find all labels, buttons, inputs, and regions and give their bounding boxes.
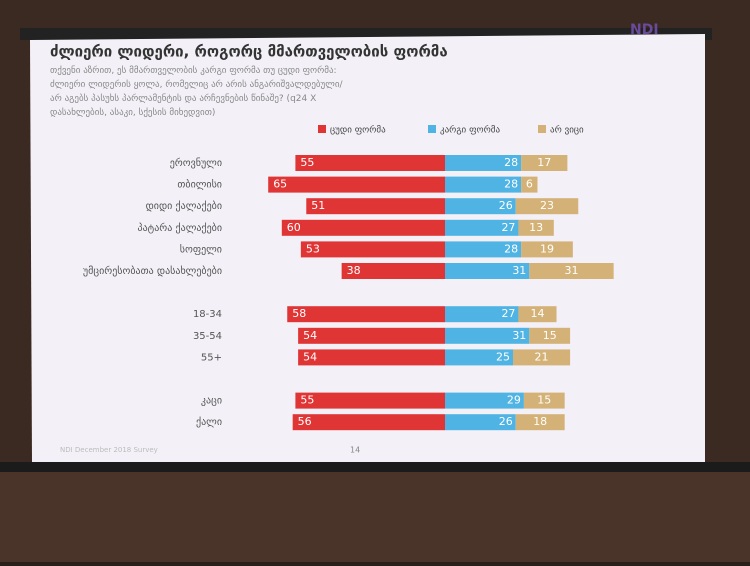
bar [513,349,571,366]
value-label: 54 [303,350,317,363]
value-label: 25 [496,350,510,363]
value-label: 31 [564,264,578,277]
value-label: 31 [512,264,526,277]
bar [515,414,565,431]
bar [518,219,554,236]
category-label: უმცირესობათა დასახლებები [83,265,222,277]
value-label: 28 [504,242,518,255]
bar [306,198,445,215]
bar [521,241,573,258]
bar [445,155,522,171]
value-label: 55 [300,156,314,169]
value-label: 27 [501,221,515,234]
bar [287,306,445,323]
category-label: კაცი [201,396,222,407]
value-label: 21 [535,350,549,363]
value-label: 31 [512,329,526,342]
bar [295,392,445,409]
bar [298,327,445,344]
value-label: 51 [311,199,325,212]
value-label: 54 [303,329,317,342]
value-label: 18 [533,415,547,428]
value-label: 23 [540,199,554,212]
bar [341,263,445,279]
bar [523,392,565,409]
value-label: 15 [543,329,557,342]
value-label: 28 [504,156,518,169]
category-label: 18-34 [193,309,222,320]
value-label: 13 [529,221,543,234]
value-label: 26 [499,415,513,428]
bar [445,349,513,366]
bar [445,414,516,431]
bar [281,219,445,236]
bar [529,263,614,279]
value-label: 17 [537,156,551,169]
bar [445,392,524,409]
screen-bottom [0,462,750,472]
bar [295,155,445,171]
bar [445,306,519,323]
bar [445,263,530,279]
bar [521,176,538,193]
value-label: 26 [499,199,513,212]
bar [445,198,516,215]
bar [445,176,522,193]
logo: NDI [630,22,659,38]
value-label: 56 [298,415,312,428]
category-label: 55+ [201,352,222,363]
value-label: 14 [530,307,544,320]
value-label: 19 [540,242,554,255]
bar [292,414,445,431]
bar [268,176,445,193]
bar [515,198,579,215]
value-label: 29 [507,394,521,407]
value-label: 28 [504,178,518,191]
chart-title: ძლიერი ლიდერი, როგორც მმართველობის ფორმა [50,43,448,61]
category-label: 35-54 [193,331,222,342]
legend-swatch [318,125,326,133]
footer: NDI December 2018 Survey [60,446,158,454]
page-number: 14 [350,446,360,455]
legend-label: კარგი ფორმა [440,125,500,136]
value-label: 58 [292,307,306,320]
value-label: 15 [537,394,551,407]
bar [521,155,568,171]
value-label: 53 [306,242,320,255]
value-label: 60 [287,221,301,234]
category-label: ეროვნული [170,157,222,169]
category-label: სოფელი [180,243,222,255]
value-label: 38 [347,264,361,277]
legend-swatch [538,125,546,133]
bar [445,241,522,258]
floor-area [0,470,750,562]
category-label: თბილისი [177,179,222,191]
chart-subtitle: თქვენი აზრით, ეს მმართველობის კარგი ფორმ… [50,66,343,118]
value-label: 27 [501,307,515,320]
value-label: 65 [273,178,287,191]
value-label: 6 [526,178,533,191]
bar [298,349,445,366]
subtitle-box: თქვენი აზრით, ეს მმართველობის კარგი ფორმ… [50,66,343,118]
value-label: 55 [300,394,314,407]
legend-label: ცუდი ფორმა [330,125,386,136]
category-label: დიდი ქალაქები [146,200,222,212]
bar [518,306,557,323]
category-label: პატარა ქალაქები [138,222,222,234]
bar [529,327,571,344]
legend-label: არ ვიცი [550,125,584,136]
bar [300,241,445,258]
legend-swatch [428,125,436,133]
bar [445,327,530,344]
bar [445,219,519,236]
category-label: ქალი [196,416,222,428]
